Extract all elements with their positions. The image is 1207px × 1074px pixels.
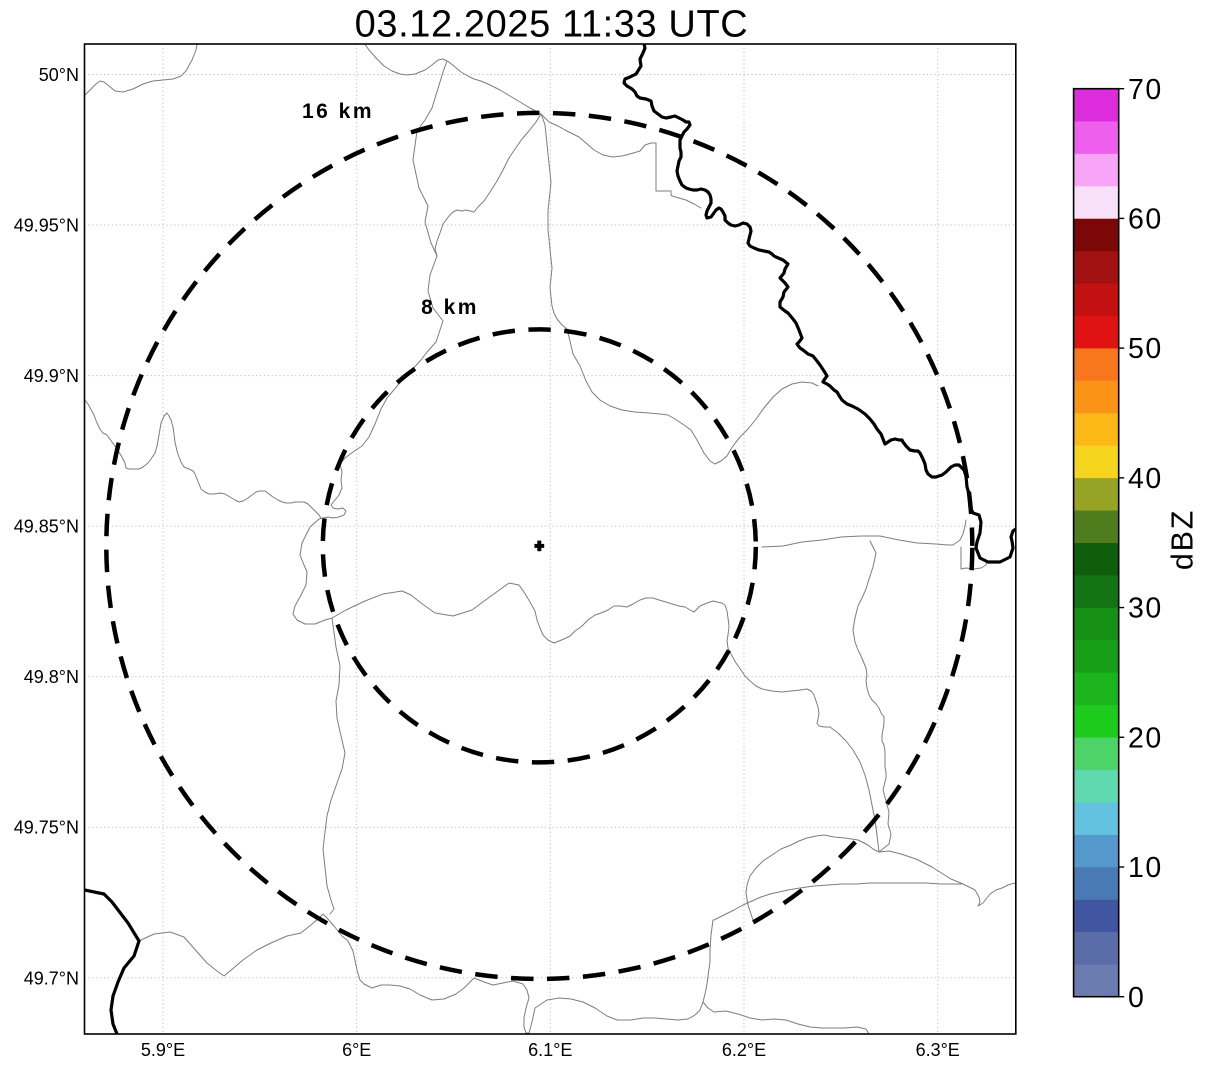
svg-text:dBZ: dBZ xyxy=(1166,509,1200,570)
svg-text:49.95°N: 49.95°N xyxy=(14,216,79,236)
svg-text:40: 40 xyxy=(1128,463,1163,495)
svg-text:03.12.2025 11:33 UTC: 03.12.2025 11:33 UTC xyxy=(355,4,749,46)
svg-text:50°N: 50°N xyxy=(39,65,79,85)
svg-text:6.1°E: 6.1°E xyxy=(528,1040,572,1060)
svg-text:50: 50 xyxy=(1128,333,1163,365)
svg-text:49.85°N: 49.85°N xyxy=(14,517,79,537)
svg-text:5.9°E: 5.9°E xyxy=(141,1040,185,1060)
svg-text:70: 70 xyxy=(1128,74,1163,106)
svg-text:49.8°N: 49.8°N xyxy=(24,667,79,687)
svg-text:6.2°E: 6.2°E xyxy=(722,1040,766,1060)
svg-text:49.9°N: 49.9°N xyxy=(24,366,79,386)
svg-text:6.3°E: 6.3°E xyxy=(916,1040,960,1060)
svg-text:0: 0 xyxy=(1128,982,1145,1014)
svg-text:60: 60 xyxy=(1128,204,1163,236)
svg-text:16 km: 16 km xyxy=(302,100,374,123)
svg-text:49.75°N: 49.75°N xyxy=(14,818,79,838)
svg-text:6°E: 6°E xyxy=(342,1040,371,1060)
svg-text:10: 10 xyxy=(1128,852,1163,884)
svg-text:30: 30 xyxy=(1128,593,1163,625)
svg-text:8 km: 8 km xyxy=(421,296,479,319)
svg-text:49.7°N: 49.7°N xyxy=(24,968,79,988)
svg-text:20: 20 xyxy=(1128,722,1163,754)
